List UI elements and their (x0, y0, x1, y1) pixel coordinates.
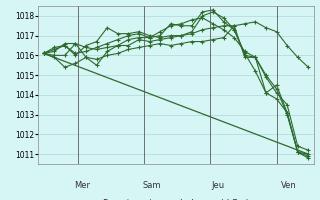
Text: Jeu: Jeu (212, 181, 225, 190)
Text: Ven: Ven (281, 181, 296, 190)
Text: Pression niveau de la mer( hPa ): Pression niveau de la mer( hPa ) (103, 199, 249, 200)
Text: Mer: Mer (74, 181, 90, 190)
Text: Sam: Sam (143, 181, 162, 190)
